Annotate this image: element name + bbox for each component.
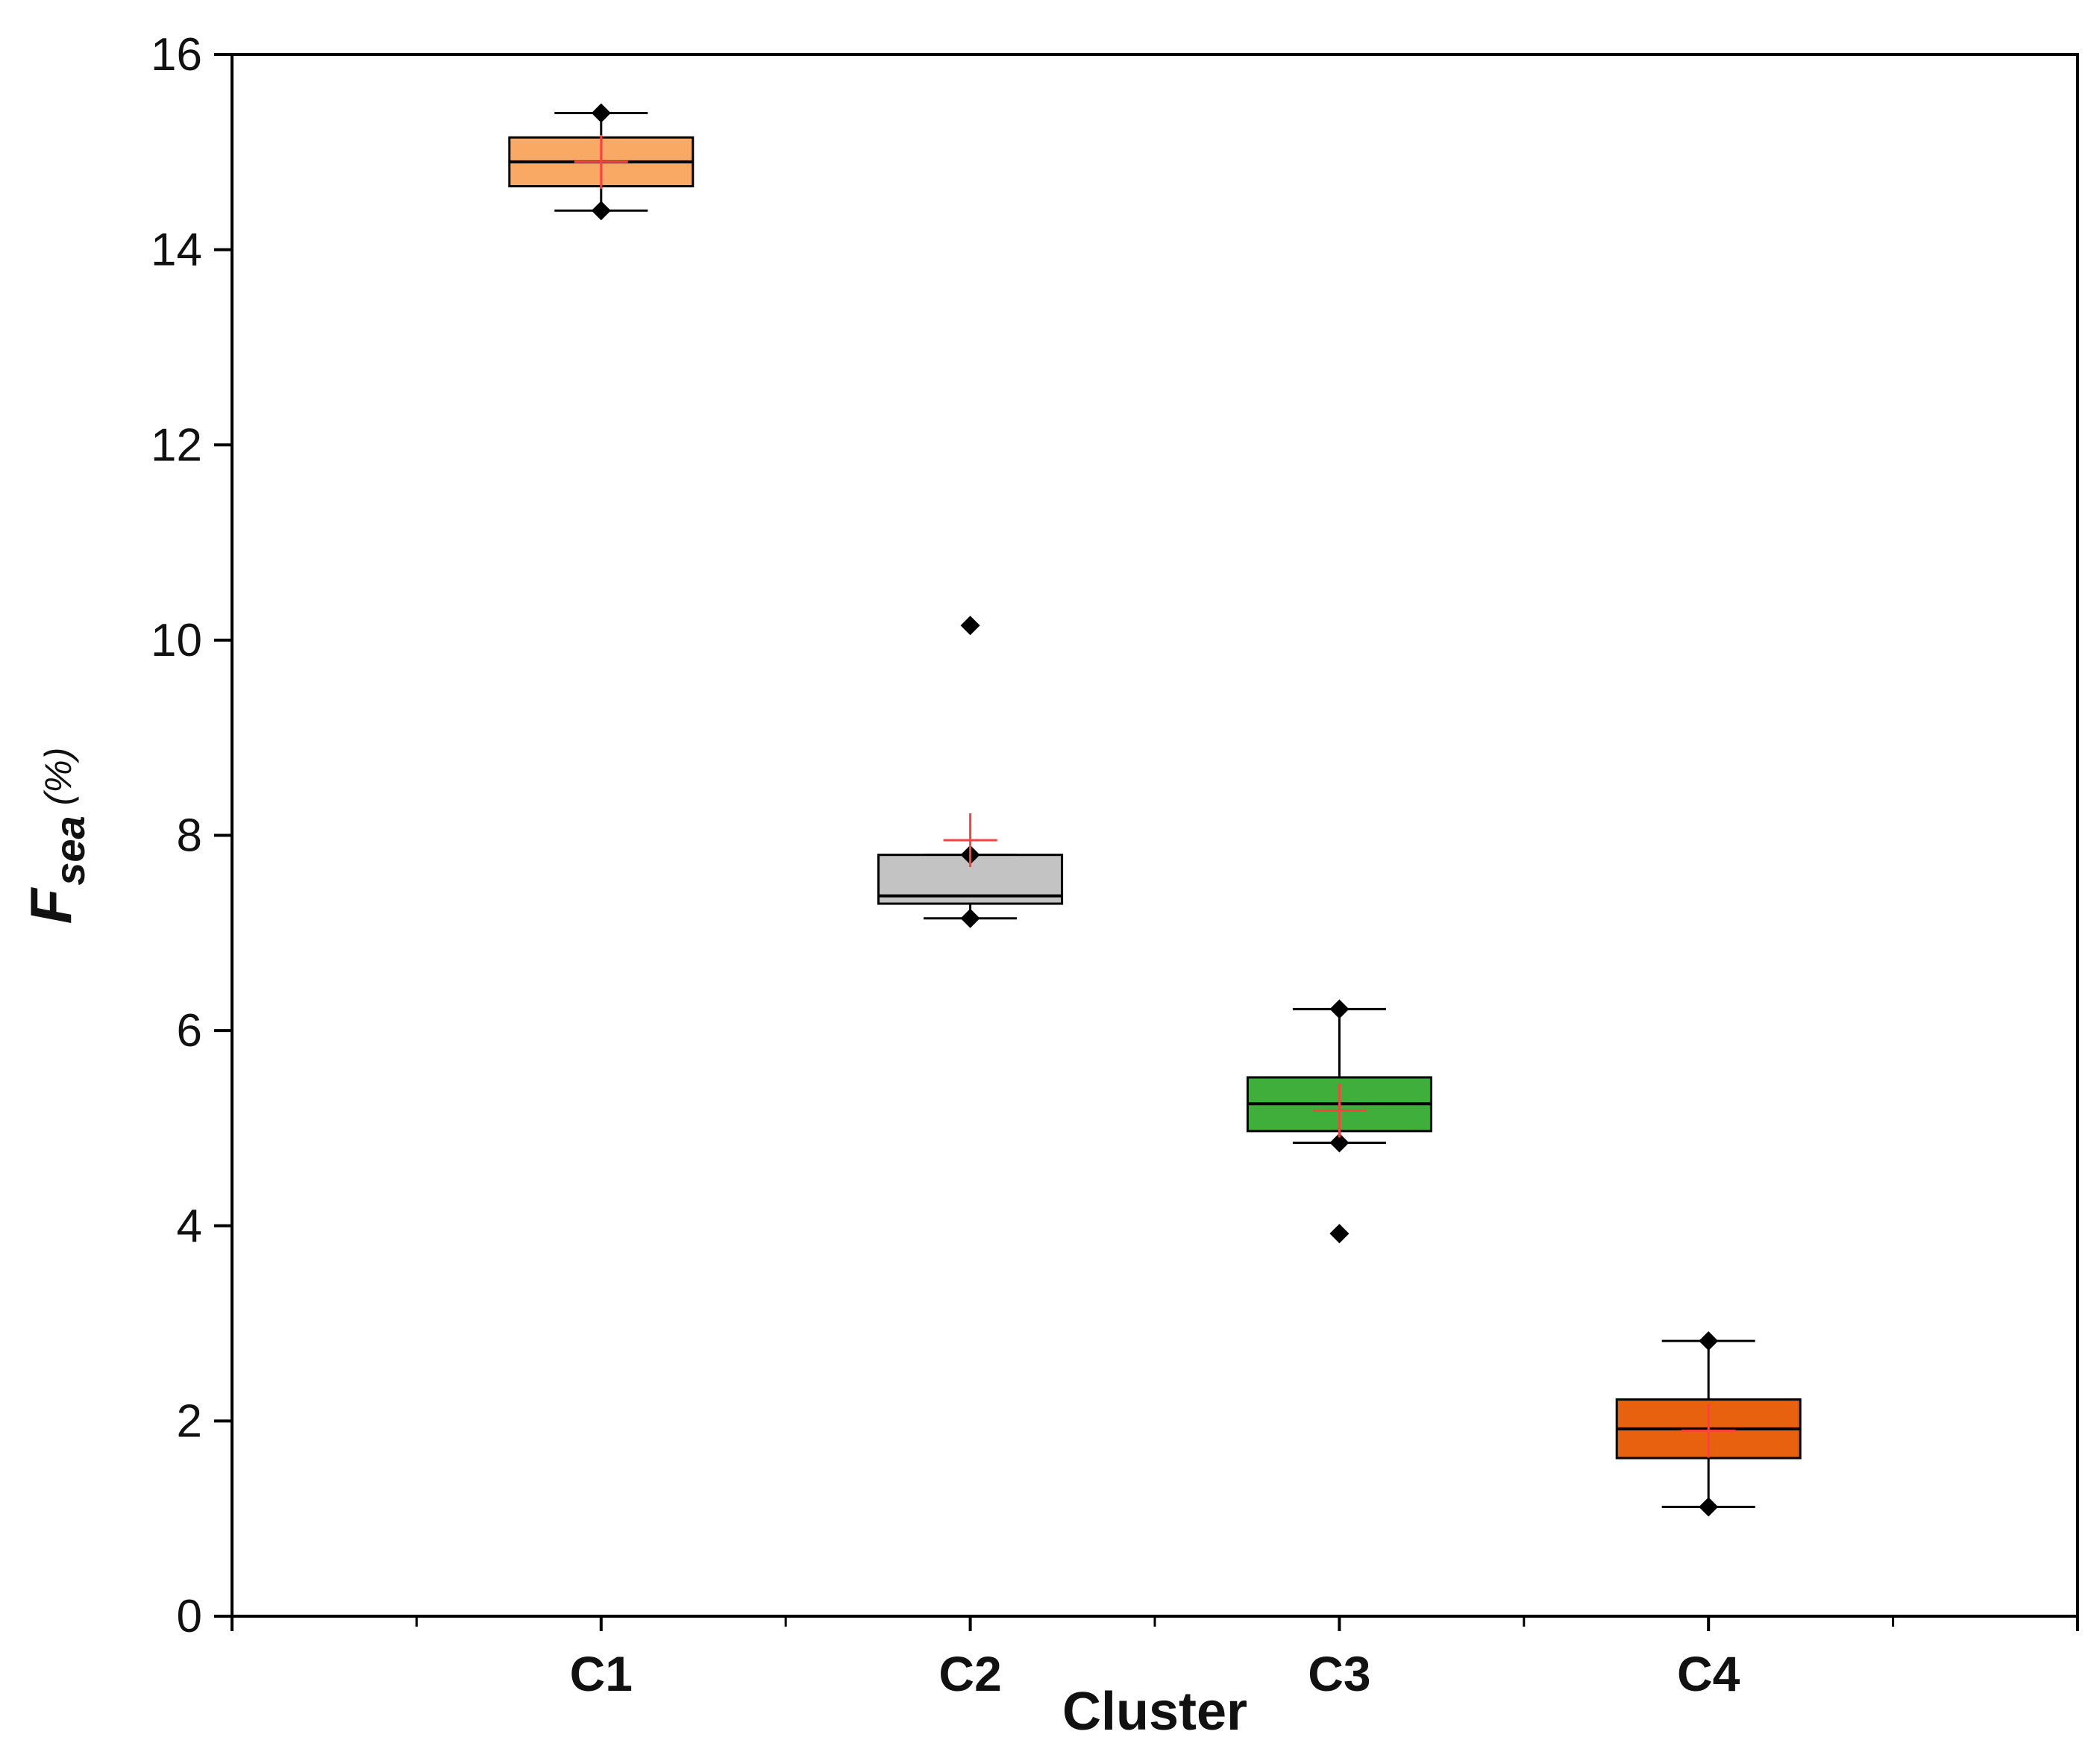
max-marker — [1699, 1331, 1719, 1351]
min-marker — [960, 908, 980, 928]
y-tick-label: 12 — [151, 419, 202, 471]
y-tick-label: 14 — [151, 225, 202, 276]
x-axis-title: Cluster — [1062, 1682, 1247, 1742]
y-tick-label: 16 — [151, 29, 202, 81]
x-tick-label: C1 — [570, 1646, 633, 1701]
outlier-marker — [1329, 1224, 1350, 1244]
y-axis-title: F sea (%) — [18, 748, 93, 925]
x-axis: C1 C2 C3 C4 — [231, 1616, 2079, 1701]
y-tick-label: 4 — [177, 1201, 202, 1252]
y-axis-title-unit: (%) — [37, 748, 79, 806]
box-c4 — [1615, 1331, 1802, 1517]
y-tick-label: 8 — [177, 810, 202, 862]
box-c1 — [508, 103, 695, 221]
min-marker — [591, 201, 611, 221]
box-c3 — [1246, 999, 1432, 1244]
max-marker — [591, 103, 611, 123]
y-tick-label: 6 — [177, 1005, 202, 1057]
y-axis-title-subscript: sea — [46, 816, 93, 885]
y-tick-label: 0 — [177, 1591, 202, 1642]
plot-frame — [231, 53, 2079, 1618]
x-tick-label: C3 — [1308, 1646, 1370, 1701]
y-tick-label: 2 — [177, 1395, 202, 1447]
min-marker — [1329, 1133, 1350, 1153]
y-tick-label: 10 — [151, 615, 202, 666]
box-c2 — [877, 616, 1064, 928]
x-tick-label: C4 — [1677, 1646, 1740, 1701]
box-series — [508, 103, 1802, 1517]
y-axis: 0 2 4 6 8 10 12 14 16 — [151, 29, 232, 1642]
min-marker — [1699, 1497, 1719, 1517]
max-marker — [1329, 999, 1350, 1019]
x-tick-label: C2 — [938, 1646, 1001, 1701]
y-axis-title-main: F — [18, 886, 84, 924]
outlier-marker — [960, 616, 980, 636]
